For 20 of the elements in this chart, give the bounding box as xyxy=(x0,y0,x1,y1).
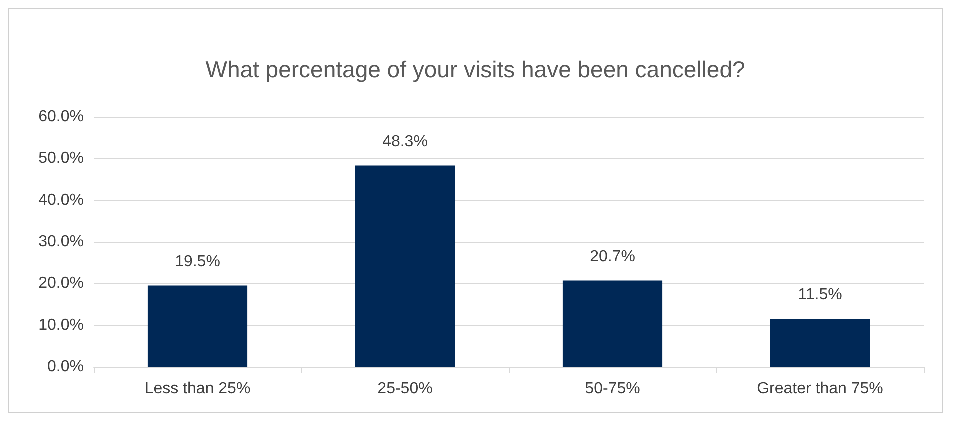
y-tick-label: 0.0% xyxy=(48,358,84,376)
y-tick-label: 20.0% xyxy=(38,275,84,292)
data-label: 20.7% xyxy=(590,248,636,266)
x-tick-label: Greater than 75% xyxy=(757,380,884,398)
bar xyxy=(148,286,248,367)
y-tick-label: 30.0% xyxy=(38,234,84,250)
y-tick-label: 40.0% xyxy=(38,192,84,209)
bar xyxy=(562,280,663,367)
data-label: 48.3% xyxy=(382,133,428,150)
bar xyxy=(770,319,870,367)
chart-title: What percentage of your visits have been cancelled? xyxy=(206,56,746,82)
y-tick-label: 10.0% xyxy=(38,316,84,334)
x-tick-label: 50-75% xyxy=(585,380,640,398)
data-label: 19.5% xyxy=(175,253,220,270)
x-tick-label: Less than 25% xyxy=(144,380,251,398)
x-tick-label: 25-50% xyxy=(378,380,433,398)
y-tick-label: 60.0% xyxy=(38,108,84,126)
bar xyxy=(355,166,456,367)
y-tick-label: 50.0% xyxy=(38,150,84,168)
data-label: 11.5% xyxy=(798,286,842,304)
